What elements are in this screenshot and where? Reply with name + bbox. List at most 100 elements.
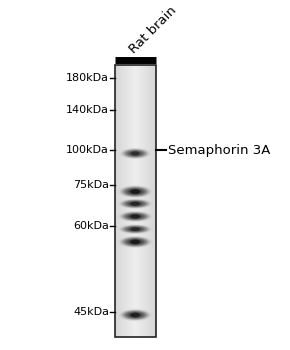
Ellipse shape <box>128 189 142 194</box>
Bar <box>120 65 121 337</box>
Bar <box>145 65 146 337</box>
Ellipse shape <box>120 237 150 247</box>
Ellipse shape <box>122 310 148 320</box>
Ellipse shape <box>122 310 149 320</box>
Ellipse shape <box>124 226 147 232</box>
Ellipse shape <box>117 309 153 321</box>
Bar <box>152 65 153 337</box>
Text: Rat brain: Rat brain <box>127 4 180 56</box>
Bar <box>123 65 124 337</box>
Ellipse shape <box>119 199 152 209</box>
Bar <box>147 65 148 337</box>
Ellipse shape <box>126 214 144 219</box>
Ellipse shape <box>124 311 146 319</box>
Bar <box>154 65 155 337</box>
Bar <box>134 65 135 337</box>
Ellipse shape <box>125 150 146 157</box>
Ellipse shape <box>123 149 147 158</box>
Ellipse shape <box>130 202 140 206</box>
Ellipse shape <box>118 224 153 234</box>
Ellipse shape <box>129 313 141 317</box>
Ellipse shape <box>126 150 144 156</box>
Ellipse shape <box>116 185 155 199</box>
Ellipse shape <box>132 216 138 217</box>
Bar <box>117 65 118 337</box>
Ellipse shape <box>119 211 152 222</box>
Ellipse shape <box>122 187 148 196</box>
Ellipse shape <box>119 236 152 248</box>
Ellipse shape <box>127 227 143 231</box>
Ellipse shape <box>132 228 138 230</box>
Bar <box>139 65 140 337</box>
Ellipse shape <box>119 186 151 197</box>
Ellipse shape <box>126 312 145 318</box>
Ellipse shape <box>118 185 153 198</box>
Ellipse shape <box>127 312 144 318</box>
Ellipse shape <box>125 201 145 206</box>
Ellipse shape <box>119 186 152 198</box>
Bar <box>136 65 137 337</box>
Ellipse shape <box>127 151 143 156</box>
Ellipse shape <box>128 239 142 244</box>
Ellipse shape <box>128 151 142 156</box>
Bar <box>130 65 131 337</box>
Bar <box>131 65 132 337</box>
Ellipse shape <box>121 212 149 221</box>
Ellipse shape <box>118 147 153 160</box>
Ellipse shape <box>132 203 138 205</box>
Ellipse shape <box>117 198 154 209</box>
Ellipse shape <box>130 239 140 244</box>
Ellipse shape <box>124 188 146 196</box>
Ellipse shape <box>123 238 148 246</box>
Bar <box>133 65 134 337</box>
Bar <box>146 65 147 337</box>
Ellipse shape <box>118 236 153 248</box>
Ellipse shape <box>129 189 142 194</box>
Ellipse shape <box>125 226 145 232</box>
Ellipse shape <box>121 148 149 159</box>
Ellipse shape <box>124 149 146 158</box>
Text: 140kDa: 140kDa <box>66 105 109 115</box>
Ellipse shape <box>130 202 140 205</box>
Ellipse shape <box>130 152 140 155</box>
Ellipse shape <box>130 215 140 218</box>
Ellipse shape <box>131 240 139 243</box>
Ellipse shape <box>130 313 140 317</box>
Ellipse shape <box>130 215 141 218</box>
Ellipse shape <box>121 237 149 247</box>
Ellipse shape <box>117 224 154 234</box>
Ellipse shape <box>117 308 154 322</box>
Ellipse shape <box>130 190 140 193</box>
Text: 75kDa: 75kDa <box>73 180 109 190</box>
Ellipse shape <box>130 190 141 194</box>
Ellipse shape <box>122 200 148 208</box>
Ellipse shape <box>119 148 151 159</box>
Ellipse shape <box>131 152 139 156</box>
Ellipse shape <box>121 225 149 233</box>
Ellipse shape <box>126 227 144 232</box>
Ellipse shape <box>126 150 145 157</box>
Ellipse shape <box>121 310 150 320</box>
Bar <box>135 65 136 337</box>
Ellipse shape <box>119 199 151 209</box>
Bar <box>119 65 120 337</box>
Ellipse shape <box>120 199 150 208</box>
Ellipse shape <box>133 314 138 316</box>
Ellipse shape <box>128 202 142 206</box>
Ellipse shape <box>121 199 149 208</box>
Ellipse shape <box>130 202 141 205</box>
Ellipse shape <box>126 201 144 206</box>
Ellipse shape <box>130 228 140 230</box>
Ellipse shape <box>122 212 148 220</box>
Ellipse shape <box>130 189 140 194</box>
Ellipse shape <box>123 311 147 319</box>
Bar <box>128 65 129 337</box>
Ellipse shape <box>121 187 149 197</box>
Text: Semaphorin 3A: Semaphorin 3A <box>168 144 270 157</box>
Bar <box>132 65 133 337</box>
Ellipse shape <box>132 191 138 193</box>
Ellipse shape <box>130 240 141 244</box>
Ellipse shape <box>125 214 145 219</box>
Bar <box>143 65 144 337</box>
Bar <box>137 65 138 337</box>
